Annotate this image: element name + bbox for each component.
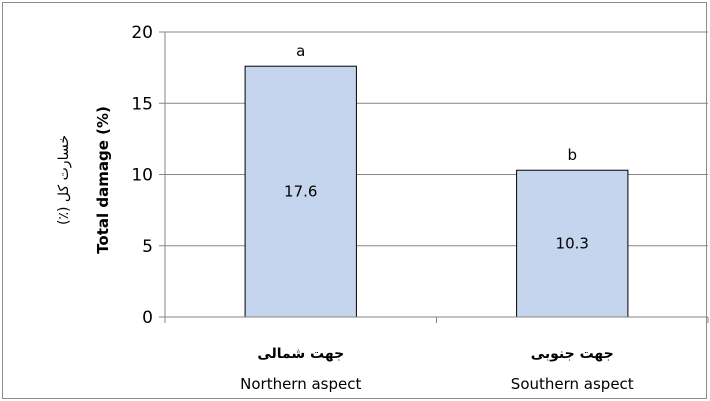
y-tick-labels: 0 5 10 15 20 [131, 23, 153, 328]
y-axis-label: Total damage (%) [94, 106, 112, 254]
significance-letter-northern: a [296, 42, 305, 60]
data-label-southern: 10.3 [556, 235, 589, 253]
y-tick-label-20: 20 [131, 23, 153, 43]
y-tick-label-0: 0 [142, 308, 153, 328]
x-tick-marks [164, 317, 709, 323]
y-tick-label-15: 15 [131, 94, 153, 114]
y-axis-label-fa: خسارت کل (٪) [56, 135, 72, 225]
category-label-southern: Southern aspect [511, 375, 634, 393]
category-label-fa-northern: جهت شمالی [257, 346, 344, 362]
category-label-fa-southern: جهت جنوبی [531, 346, 614, 362]
y-tick-label-10: 10 [131, 166, 153, 186]
bars [244, 65, 629, 318]
category-label-northern: Northern aspect [240, 375, 361, 393]
significance-letter-southern: b [567, 146, 577, 164]
y-tick-label-5: 5 [142, 237, 153, 257]
data-label-northern: 17.6 [284, 183, 317, 201]
